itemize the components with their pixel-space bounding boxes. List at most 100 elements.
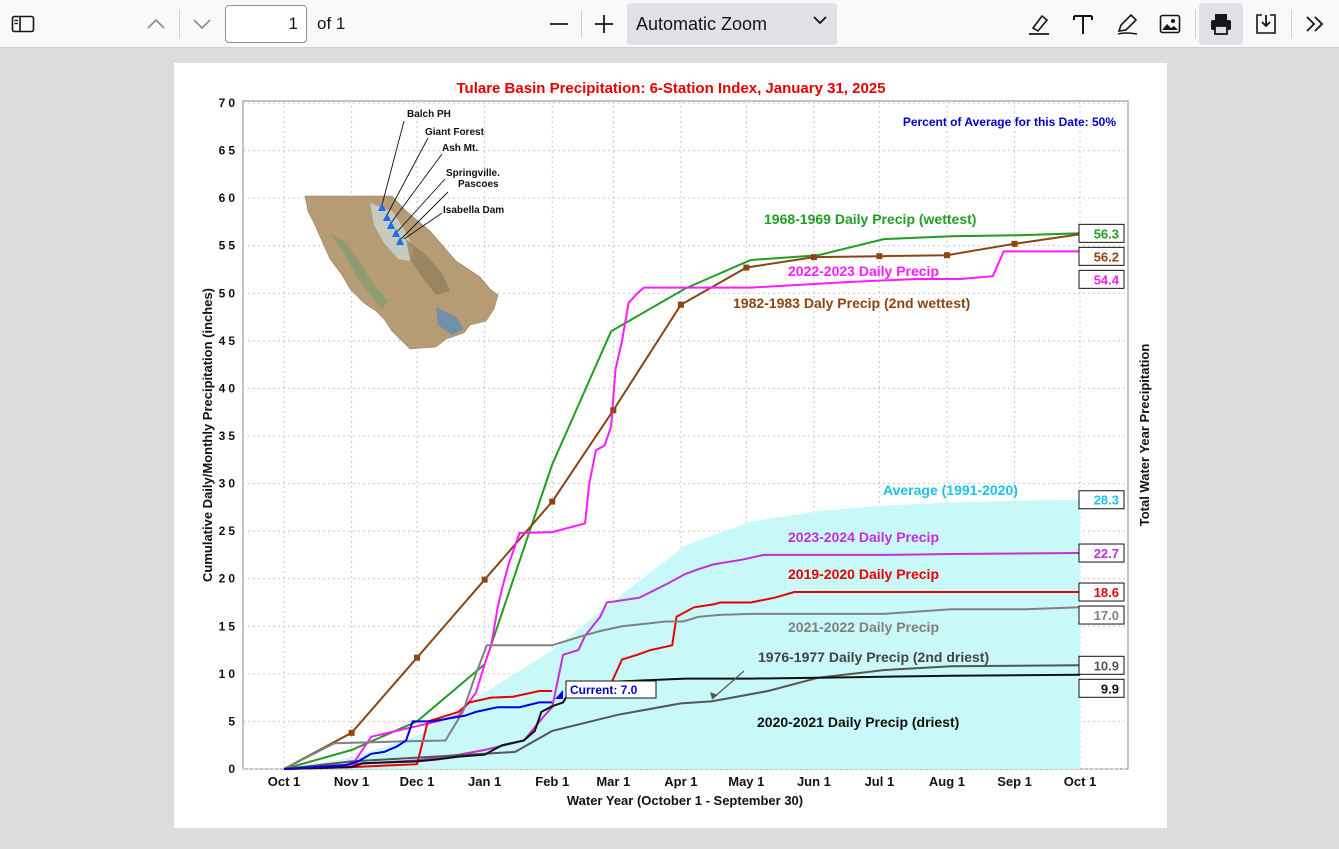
tools-menu-button[interactable] — [1298, 4, 1332, 44]
total-value: 54.4 — [1094, 272, 1120, 287]
series-line — [283, 701, 553, 770]
total-box — [1078, 678, 1125, 698]
series-line — [283, 552, 1081, 770]
x-tick-label: Nov 1 — [334, 774, 369, 789]
series-marker — [810, 254, 817, 261]
pointer-giant-forest — [386, 137, 429, 216]
x-tick-label: Aug 1 — [929, 774, 965, 789]
y-tick-label: 15 — [219, 619, 238, 633]
series-marker — [610, 407, 617, 414]
series-marker — [1011, 240, 1018, 247]
map-label-isabella-dam: Isabella Dam — [443, 205, 504, 216]
y-tick-label: 40 — [219, 381, 238, 395]
coast-range — [330, 233, 388, 309]
label-average: Average (1991-2020) — [883, 482, 1018, 498]
highlight-button[interactable] — [1022, 4, 1056, 44]
chevron-down-icon — [193, 19, 211, 30]
pointer-balch-ph — [381, 120, 405, 206]
y-tick-label: 10 — [219, 667, 238, 681]
save-icon — [1256, 14, 1276, 34]
label-1982-1983: 1982-1983 Daly Precip (2nd wettest) — [733, 295, 970, 311]
series-marker — [348, 729, 355, 736]
zoom-select[interactable]: Automatic Zoom — [627, 3, 837, 45]
total-box — [1078, 269, 1125, 289]
total-box — [1078, 490, 1125, 510]
station-triangle — [378, 203, 386, 211]
print-icon — [1211, 14, 1231, 35]
print-button[interactable] — [1199, 3, 1243, 45]
map-label-ash-mt: Ash Mt. — [442, 143, 478, 154]
total-value: 18.6 — [1094, 585, 1119, 600]
zoom-in-button[interactable] — [588, 4, 620, 44]
y-tick-label: 30 — [219, 477, 238, 491]
current-arrowhead — [555, 690, 563, 699]
draw-button[interactable] — [1110, 4, 1144, 44]
y-tick-label: 60 — [219, 191, 238, 205]
label-1976-1977-pointer — [711, 670, 745, 700]
text-icon — [1073, 15, 1093, 34]
station-markers — [378, 203, 404, 245]
page-number-input[interactable] — [225, 5, 307, 43]
current-label: Current: 7.0 — [570, 683, 638, 697]
series-line — [283, 664, 1081, 770]
chevron-up-icon — [147, 18, 165, 29]
series-marker — [677, 301, 684, 308]
x-tick-label: Oct 1 — [268, 774, 301, 789]
series-marker — [943, 252, 950, 259]
y-tick-label: 35 — [219, 429, 238, 443]
x-tick-label: Feb 1 — [535, 774, 569, 789]
x-tick-label: Dec 1 — [400, 774, 435, 789]
pointer-springville — [395, 178, 446, 234]
chart-subtitle: Percent of Average for this Date: 50% — [903, 115, 1117, 129]
x-tick-label: Sep 1 — [997, 774, 1032, 789]
x-tick-label: May 1 — [728, 774, 764, 789]
series-marker — [481, 576, 488, 583]
y-tick-label: 45 — [219, 334, 238, 348]
save-button[interactable] — [1249, 4, 1283, 44]
pointer-isabella-dam — [403, 212, 443, 240]
image-icon — [1159, 14, 1181, 34]
zoom-out-icon — [550, 23, 568, 25]
y2-axis-label: Total Water Year Precipitation — [1137, 344, 1152, 527]
label-2021-2022: 2021-2022 Daily Precip — [788, 619, 939, 635]
y-tick-label: 65 — [219, 144, 238, 158]
total-box — [1078, 223, 1125, 243]
california-shape — [304, 195, 499, 350]
total-box — [1078, 543, 1125, 563]
label-2022-2023: 2022-2023 Daily Precip — [788, 263, 939, 279]
pdf-toolbar: of 1 Automatic Zoom — [0, 0, 1339, 48]
zoom-in-icon — [595, 15, 613, 33]
previous-page-button[interactable] — [140, 4, 172, 44]
text-button[interactable] — [1066, 4, 1100, 44]
add-image-button[interactable] — [1153, 4, 1187, 44]
highlight-icon — [1029, 14, 1049, 35]
zoom-select-value: Automatic Zoom — [636, 14, 768, 34]
pdf-page: Balch PH Giant Forest Ash Mt. Springvill… — [174, 63, 1167, 828]
x-tick-label: Jan 1 — [468, 774, 501, 789]
total-box — [1078, 655, 1125, 675]
x-tick-label: Mar 1 — [596, 774, 630, 789]
label-1976-1977: 1976-1977 Daily Precip (2nd driest) — [758, 649, 989, 665]
total-value: 10.9 — [1094, 658, 1119, 673]
draw-icon — [1117, 13, 1138, 35]
series-marker — [876, 253, 883, 260]
map-station-pointers — [381, 120, 449, 241]
series-line — [283, 673, 1081, 770]
toolbar-separator — [179, 10, 180, 38]
zoom-out-button[interactable] — [544, 4, 574, 44]
y-tick-label: 25 — [219, 524, 238, 538]
chart-title: Tulare Basin Precipitation: 6-Station In… — [456, 80, 885, 97]
california-map: Balch PH Giant Forest Ash Mt. Springvill… — [304, 109, 504, 350]
label-2020-2021: 2020-2021 Daily Precip (driest) — [757, 714, 959, 730]
series-line — [283, 606, 1081, 770]
sidebar-toggle-button[interactable] — [6, 4, 40, 44]
total-box — [1078, 246, 1125, 266]
toolbar-separator — [1195, 10, 1196, 38]
x-tick-labels: Oct 1 Nov 1 Dec 1 Jan 1 Feb 1 Mar 1 Apr 1 May 1… — [268, 774, 1097, 789]
next-page-button[interactable] — [186, 4, 218, 44]
series-area-average — [284, 499, 1080, 769]
total-boxes: 28.3 56.3 56.2 54.4 22.7 18.6 17.0 10.9 9.9 — [1078, 223, 1125, 698]
y-tick-label: 70 — [219, 96, 238, 110]
sierra-nevada — [406, 239, 450, 295]
page-count-label: of 1 — [317, 14, 346, 33]
